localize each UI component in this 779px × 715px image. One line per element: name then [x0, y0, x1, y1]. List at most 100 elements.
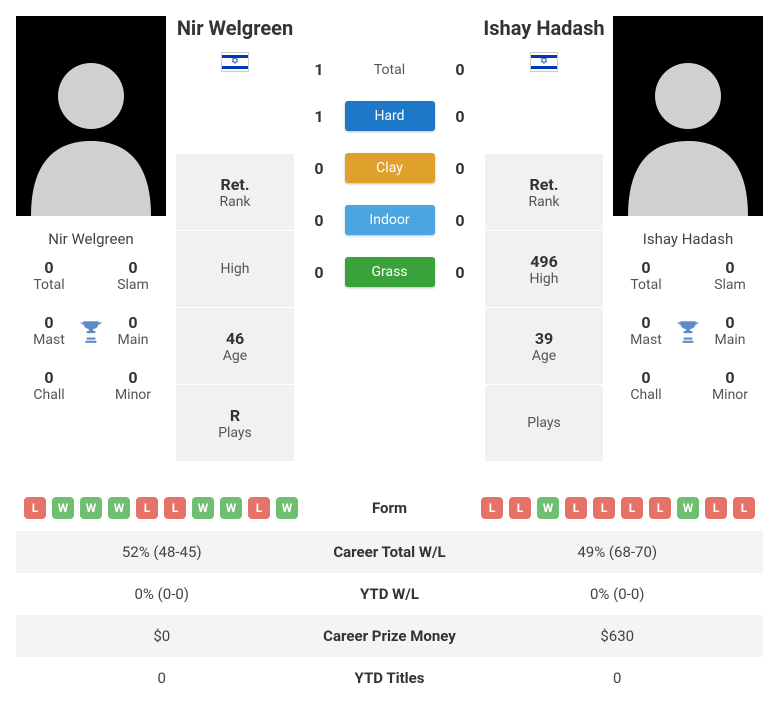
form-chip[interactable]: L [164, 497, 186, 519]
title-main: 0Main [701, 313, 759, 348]
flag-israel-icon: ✡ [530, 52, 558, 72]
h2h-total-left: 1 [304, 60, 334, 79]
form-chip[interactable]: W [108, 497, 130, 519]
h2h-surface-pill[interactable]: Indoor [345, 205, 435, 235]
comparison-table: LWWWLLWWLWFormLLWLLLLWLL52% (48-45)Caree… [16, 485, 763, 699]
comparison-row-form: LWWWLLWWLWFormLLWLLLLWLL [16, 485, 763, 531]
player-left-column: Nir Welgreen 0Total 0Slam 0Mast 0Main 0C… [16, 16, 166, 461]
form-chip[interactable]: W [276, 497, 298, 519]
comparison-row-ytd_titles: 0YTD Titles0 [16, 657, 763, 699]
title-slam: 0Slam [701, 258, 759, 293]
h2h-surface-row: 0 Indoor 0 [304, 205, 475, 235]
h2h-surface-right: 0 [445, 263, 475, 282]
form-right: LLWLLLLWLL [480, 497, 756, 519]
h2h-surface-right: 0 [445, 211, 475, 230]
comparison-left-value: $0 [24, 627, 300, 645]
stat-age: 46Age [176, 308, 294, 384]
player-left-titles: 0Total 0Slam 0Mast 0Main 0Chall 0Minor [16, 258, 166, 419]
player-left-name: Nir Welgreen [16, 216, 166, 258]
avatar-placeholder-icon [613, 36, 763, 216]
comparison-right-value: 49% (68-70) [480, 543, 756, 561]
comparison-right-value: $630 [480, 627, 756, 645]
title-minor: 0Minor [701, 368, 759, 403]
form-chip[interactable]: L [481, 497, 503, 519]
comparison-label: Career Total W/L [300, 543, 480, 561]
comparison-left-value: 52% (48-45) [24, 543, 300, 561]
comparison-label: Form [300, 499, 480, 517]
player-left-big-name: Nir Welgreen [177, 16, 293, 40]
h2h-surface-right: 0 [445, 107, 475, 126]
form-chip[interactable]: L [565, 497, 587, 519]
h2h-surface-left: 0 [304, 263, 334, 282]
player-right-stat-stack: Ret.Rank 496High 39Age Plays [485, 154, 603, 461]
comparison-label: Career Prize Money [300, 627, 480, 645]
comparison-left-value: 0 [24, 669, 300, 687]
form-chip[interactable]: L [509, 497, 531, 519]
h2h-column: 1 Total 0 1 Hard 0 0 Clay 0 0 Indoor 0 0 Grass 0 [304, 16, 475, 461]
comparison-label: YTD W/L [300, 585, 480, 603]
player-right-stats-block: Ishay Hadash ✡ Ret.Rank 496High 39Age Pl… [485, 16, 603, 461]
h2h-surfaces: 1 Hard 0 0 Clay 0 0 Indoor 0 0 Grass 0 [304, 101, 475, 309]
form-chip[interactable]: L [248, 497, 270, 519]
h2h-surface-pill[interactable]: Clay [345, 153, 435, 183]
form-left: LWWWLLWWLW [24, 497, 300, 519]
title-total: 0Total [20, 258, 78, 293]
stat-age: 39Age [485, 308, 603, 384]
h2h-surface-row: 0 Grass 0 [304, 257, 475, 287]
title-chall: 0Chall [20, 368, 78, 403]
form-chip[interactable]: L [136, 497, 158, 519]
stat-high: 496High [485, 231, 603, 307]
form-chip[interactable]: L [24, 497, 46, 519]
form-chip[interactable]: L [621, 497, 643, 519]
player-right-column: Ishay Hadash 0Total 0Slam 0Mast 0Main 0C… [613, 16, 763, 461]
trophy-icon [675, 313, 701, 348]
form-chip[interactable]: L [733, 497, 755, 519]
top-section: Nir Welgreen 0Total 0Slam 0Mast 0Main 0C… [16, 16, 763, 461]
h2h-total-row: 1 Total 0 [304, 60, 475, 79]
stat-high: High [176, 231, 294, 307]
title-minor: 0Minor [104, 368, 162, 403]
title-mast: 0Mast [20, 313, 78, 348]
h2h-total-right: 0 [445, 60, 475, 79]
title-mast: 0Mast [617, 313, 675, 348]
comparison-right-value: 0 [480, 669, 756, 687]
form-chip[interactable]: W [537, 497, 559, 519]
form-chip[interactable]: W [80, 497, 102, 519]
h2h-surface-row: 0 Clay 0 [304, 153, 475, 183]
title-main: 0Main [104, 313, 162, 348]
player-left-stats-block: Nir Welgreen ✡ Ret.Rank High 46Age RPlay… [176, 16, 294, 461]
player-right-avatar [613, 16, 763, 216]
form-chip[interactable]: L [593, 497, 615, 519]
stat-rank: Ret.Rank [485, 154, 603, 230]
avatar-placeholder-icon [16, 36, 166, 216]
player-left-stat-stack: Ret.Rank High 46Age RPlays [176, 154, 294, 461]
form-chip[interactable]: W [677, 497, 699, 519]
h2h-total-label: Total [345, 62, 435, 78]
h2h-surface-left: 1 [304, 107, 334, 126]
h2h-surface-pill[interactable]: Hard [345, 101, 435, 131]
form-chip[interactable]: L [649, 497, 671, 519]
h2h-surface-left: 0 [304, 159, 334, 178]
comparison-row-ytd_wl: 0% (0-0)YTD W/L0% (0-0) [16, 573, 763, 615]
form-chip[interactable]: W [52, 497, 74, 519]
stat-plays: RPlays [176, 385, 294, 461]
title-chall: 0Chall [617, 368, 675, 403]
stat-plays: Plays [485, 385, 603, 461]
title-total: 0Total [617, 258, 675, 293]
player-right-name: Ishay Hadash [613, 216, 763, 258]
h2h-surface-pill[interactable]: Grass [345, 257, 435, 287]
title-slam: 0Slam [104, 258, 162, 293]
comparison-right-value: 0% (0-0) [480, 585, 756, 603]
flag-israel-icon: ✡ [221, 52, 249, 72]
comparison-row-career_wl: 52% (48-45)Career Total W/L49% (68-70) [16, 531, 763, 573]
form-chip[interactable]: W [220, 497, 242, 519]
h2h-surface-row: 1 Hard 0 [304, 101, 475, 131]
stat-rank: Ret.Rank [176, 154, 294, 230]
form-chip[interactable]: L [705, 497, 727, 519]
form-chip[interactable]: W [192, 497, 214, 519]
comparison-label: YTD Titles [300, 669, 480, 687]
h2h-surface-left: 0 [304, 211, 334, 230]
h2h-surface-right: 0 [445, 159, 475, 178]
comparison-left-value: 0% (0-0) [24, 585, 300, 603]
player-left-avatar [16, 16, 166, 216]
